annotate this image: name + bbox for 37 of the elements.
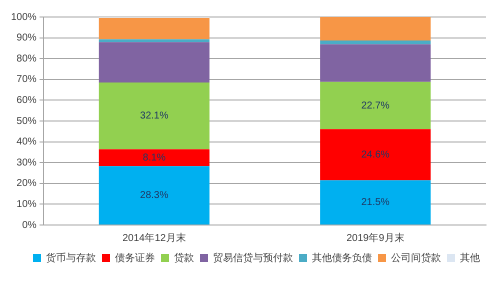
y-tick-label: 20% (16, 178, 37, 190)
x-tick-label: 2019年9月末 (346, 232, 404, 244)
legend-label: 贸易信贷与预付款 (213, 252, 293, 264)
bar (320, 180, 431, 224)
data-label: 8.1% (142, 152, 166, 164)
data-label: 28.3% (140, 190, 168, 202)
legend-label: 货币与存款 (46, 252, 96, 264)
y-tick-label: 0% (22, 220, 37, 231)
legend-label: 债务证券 (115, 252, 155, 264)
bar (320, 129, 431, 180)
data-label: 22.7% (361, 100, 390, 112)
bar (98, 82, 210, 150)
y-tick-label: 50% (16, 116, 37, 127)
y-tick-label: 10% (16, 198, 37, 210)
y-tick-label: 30% (16, 157, 37, 168)
legend-label: 公司间贷款 (391, 252, 441, 264)
bar (98, 42, 210, 83)
legend-label: 其他债务负债 (312, 252, 372, 264)
data-label: 24.6% (361, 149, 390, 160)
y-tick-label: 40% (16, 136, 37, 148)
bar (320, 40, 431, 44)
bar (98, 166, 210, 224)
bar (320, 44, 431, 82)
data-label: 21.5% (361, 197, 390, 208)
bar (320, 82, 431, 130)
y-tick-label: 70% (16, 74, 37, 86)
legend-label: 贷款 (174, 252, 194, 264)
data-label: 32.1% (140, 110, 168, 122)
legend-label: 其他 (460, 252, 480, 264)
bar (98, 149, 210, 166)
y-tick-label: 100% (11, 12, 37, 23)
y-tick-label: 90% (16, 32, 37, 44)
y-tick-label: 80% (16, 53, 37, 64)
bar (320, 17, 431, 41)
y-tick-label: 60% (16, 94, 37, 106)
x-tick-label: 2014年12月末 (122, 232, 186, 244)
bar (98, 18, 210, 40)
